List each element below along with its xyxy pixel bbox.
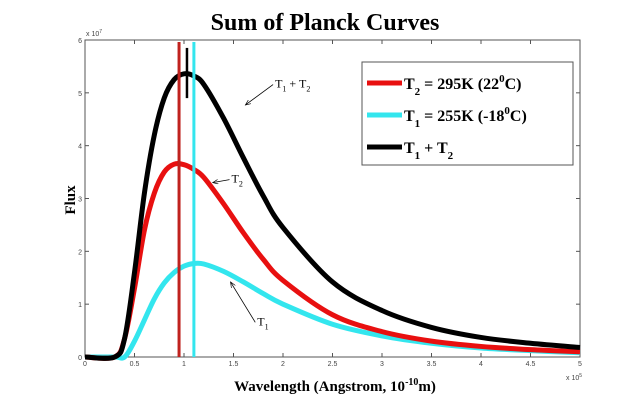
y-tick-label: 6 (78, 38, 82, 45)
x-axis-label-end: m) (418, 379, 436, 395)
y-tick-label: 1 (78, 302, 82, 309)
x-tick-label: 1.5 (229, 361, 239, 368)
x-tick-label: 3 (380, 361, 384, 368)
x-axis-label: Wavelength (Angstrom, 10-10m) (234, 377, 436, 395)
legend-text: + T (420, 140, 448, 157)
legend-text: 1 (415, 150, 421, 162)
legend-text: 1 (415, 118, 421, 130)
x-axis-label-main: Wavelength (Angstrom, 10 (234, 379, 405, 395)
annotation-text: T (232, 172, 240, 186)
annotation-text: 2 (239, 180, 243, 189)
x-tick-label: 0 (83, 361, 87, 368)
y-axis-label: Flux (63, 185, 79, 215)
legend-text: C) (505, 76, 522, 93)
chart-title: Sum of Planck Curves (211, 10, 440, 36)
y-tick-label: 5 (78, 91, 82, 98)
legend-text: 0 (499, 73, 505, 85)
annotation-label-t2: T2 (232, 172, 243, 189)
series-line-t2 (84, 161, 581, 361)
legend-label-t1: T1 = 255K (-180C) (404, 105, 527, 130)
x-tick-label: 0.5 (130, 361, 140, 368)
legend-text: T (404, 76, 415, 93)
annotation-text: 1 (265, 322, 269, 331)
legend-text: T (404, 140, 415, 157)
x-tick-label: 5 (578, 361, 582, 368)
y-multiplier: x 107 (86, 29, 102, 38)
legend: T2 = 295K (220C)T1 = 255K (-180C)T1 + T2 (361, 61, 574, 166)
x-tick-label: 3.5 (427, 361, 437, 368)
legend-text: T (404, 108, 415, 125)
x-tick-label: 2.5 (328, 361, 338, 368)
legend-label-t2: T2 = 295K (220C) (404, 73, 521, 98)
legend-text: = 255K (-18 (420, 108, 504, 125)
annotation-label-t1: T1 (257, 314, 268, 331)
annotation-text: T (275, 77, 283, 91)
annotation-arrow-t1 (231, 282, 256, 323)
annotation-text: 1 (282, 85, 286, 94)
x-axis-label-exp: -10 (405, 377, 418, 388)
annotation-text: 2 (306, 85, 310, 94)
y-tick-label: 0 (78, 355, 82, 362)
legend-text: 2 (448, 150, 454, 162)
annotation-label-sum: T1 + T2 (275, 77, 310, 94)
x-tick-label: 4.5 (526, 361, 536, 368)
annotation-arrow-sum (245, 84, 274, 105)
series-line-t1 (85, 260, 581, 361)
legend-text: C) (510, 108, 527, 125)
annotation-text: + T (286, 77, 307, 91)
legend-text: 0 (504, 105, 510, 117)
legend-label-sum: T1 + T2 (404, 140, 454, 162)
x-multiplier: x 105 (566, 373, 582, 382)
annotation-arrow-t2 (213, 179, 230, 183)
y-tick-label: 2 (78, 249, 82, 256)
y-tick-label: 4 (78, 144, 82, 151)
annotation-text: T (257, 314, 265, 328)
series-line-sum (84, 71, 581, 361)
x-tick-label: 2 (281, 361, 285, 368)
legend-text: 2 (415, 86, 421, 98)
y-tick-label: 3 (78, 197, 82, 204)
x-tick-label: 4 (479, 361, 483, 368)
legend-text: = 295K (22 (420, 76, 499, 93)
x-tick-label: 1 (182, 361, 186, 368)
